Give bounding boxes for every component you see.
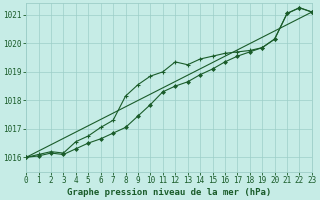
X-axis label: Graphe pression niveau de la mer (hPa): Graphe pression niveau de la mer (hPa) [67, 188, 271, 197]
